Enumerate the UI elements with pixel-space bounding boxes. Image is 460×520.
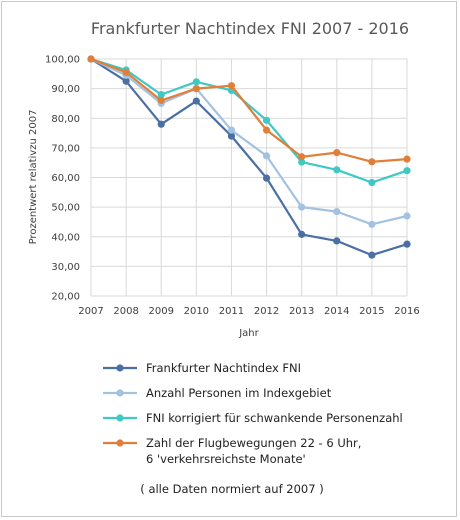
x-tick-label: 2013 (289, 306, 314, 317)
y-tick-label: 70,00 (51, 143, 80, 154)
y-tick-label: 90,00 (51, 84, 80, 95)
x-tick-label: 2015 (359, 306, 384, 317)
y-tick-label: 80,00 (51, 114, 80, 125)
series-line (90, 58, 408, 226)
data-point (403, 212, 411, 220)
data-point (227, 82, 236, 90)
legend-item-3: FNI korrigiert für schwankende Personenz… (103, 411, 403, 425)
legend-label: Frankfurter Nachtindex FNI (146, 361, 301, 375)
series-1 (87, 55, 411, 259)
x-tick-label: 2010 (184, 306, 209, 317)
y-tick-label: 60,00 (51, 173, 80, 184)
x-tick-label: 2007 (78, 306, 103, 317)
data-point (227, 132, 236, 140)
series-line (90, 58, 408, 257)
data-point (333, 237, 341, 245)
data-point (333, 166, 341, 174)
data-point (262, 174, 271, 182)
legend-item-4: Zahl der Flugbewegungen 22 - 6 Uhr, 6 've… (103, 436, 361, 466)
series-layer (87, 55, 411, 259)
x-tick-label: 2016 (394, 306, 419, 317)
data-point (227, 126, 236, 134)
data-point (87, 55, 95, 63)
data-point (262, 116, 271, 124)
legend-swatch-marker (116, 389, 124, 397)
chart-title: Frankfurter Nachtindex FNI 2007 - 2016 (91, 19, 409, 38)
x-tick-label: 2008 (113, 306, 138, 317)
y-tick-label: 40,00 (51, 232, 80, 243)
legend-label: Anzahl Personen im Indexgebiet (146, 386, 332, 400)
x-tick-label: 2012 (254, 306, 279, 317)
legend-label-line2: 6 'verkehrsreichste Monate' (146, 452, 306, 466)
legend-item-2: Anzahl Personen im Indexgebiet (103, 386, 332, 400)
data-point (262, 126, 271, 134)
legend-label: Zahl der Flugbewegungen 22 - 6 Uhr, (146, 436, 361, 450)
data-point (368, 251, 376, 259)
y-tick-label: 20,00 (51, 292, 80, 303)
x-axis-label: Jahr (238, 328, 259, 339)
series-line (90, 57, 408, 163)
legend-swatch-marker (116, 439, 124, 447)
data-point (368, 178, 376, 187)
legend-label: FNI korrigiert für schwankende Personenz… (146, 411, 403, 425)
data-point (122, 68, 130, 76)
data-point (298, 203, 306, 211)
data-point (157, 96, 165, 105)
legend-item-1: Frankfurter Nachtindex FNI (103, 361, 301, 375)
data-point (192, 85, 200, 93)
legend-swatch-marker (116, 414, 124, 422)
data-point (157, 120, 165, 128)
y-axis-ticks: 20,00 30,00 40,00 50,00 60,00 70,00 80,00 90,00… (45, 55, 80, 303)
legend-swatch-marker (116, 364, 124, 372)
x-axis-ticks: 2007 2008 2009 2010 2011 2012 2013 2014 2015 2016 (78, 306, 419, 317)
data-point (403, 167, 411, 175)
series-3 (87, 55, 411, 187)
y-tick-label: 30,00 (51, 262, 80, 273)
data-point (333, 207, 341, 216)
series-line (90, 57, 408, 184)
data-point (403, 155, 411, 163)
data-point (192, 97, 200, 105)
x-tick-label: 2011 (219, 306, 244, 317)
x-tick-label: 2014 (324, 306, 349, 317)
data-point (403, 240, 411, 248)
data-point (298, 153, 306, 161)
x-tick-label: 2009 (148, 306, 173, 317)
y-tick-label: 100,00 (45, 55, 80, 66)
series-4 (87, 55, 411, 166)
data-point (157, 90, 165, 99)
y-axis-label: Prozentwert relativzu 2007 (28, 110, 39, 245)
data-point (192, 78, 200, 86)
y-tick-label: 50,00 (51, 203, 80, 214)
normalization-note: ( alle Daten normiert auf 2007 ) (140, 482, 323, 496)
data-point (333, 149, 341, 157)
data-point (122, 77, 130, 85)
data-point (298, 158, 306, 166)
data-point (262, 152, 271, 160)
data-point (298, 230, 306, 238)
gridlines (90, 58, 408, 297)
data-point (368, 158, 376, 166)
data-point (368, 220, 376, 228)
legend: Frankfurter Nachtindex FNI Anzahl Persone… (103, 361, 403, 466)
